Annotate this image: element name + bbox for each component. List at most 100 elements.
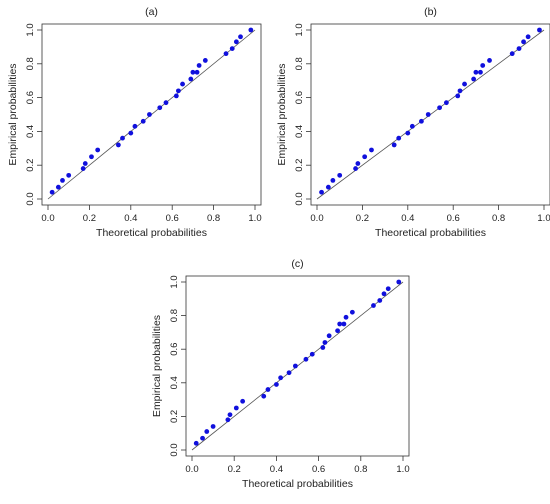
data-point [516,46,522,51]
x-tick-label: 1.0 [396,464,409,475]
y-tick-label: 0.6 [169,343,180,356]
x-tick-label: 0.2 [83,213,96,224]
y-tick-label: 1.0 [25,23,36,36]
data-point [115,142,121,148]
data-point [286,370,292,376]
y-tick-label: 0.4 [25,125,36,138]
data-point [525,34,531,40]
y-tick-label: 0.4 [294,125,305,138]
x-tick-label: 0.0 [41,213,54,224]
data-point [471,76,477,82]
y-tick-label: 0.0 [25,192,36,205]
x-axis-title: Theoretical probabilities [242,478,353,490]
data-point [157,105,163,111]
data-point [89,154,94,160]
data-point [240,398,246,404]
data-point [537,27,542,33]
y-tick-label: 0.0 [294,192,305,205]
x-axis-title: Theoretical probabilities [96,227,207,239]
panel-title: (c) [291,258,303,270]
data-point [132,123,138,129]
x-tick-label: 0.4 [401,213,414,224]
data-point [227,412,233,418]
data-point [55,184,61,190]
data-point [349,309,355,315]
x-tick-label: 0.6 [447,213,460,224]
y-axis-title: Empirical probabilities [276,63,288,165]
data-point [274,382,279,387]
data-point [233,405,239,411]
data-point [478,69,483,75]
data-point [353,166,358,171]
x-tick-label: 1.0 [248,213,261,224]
data-point [188,76,194,82]
data-point [303,356,309,362]
data-point [381,291,387,297]
data-point [330,178,336,183]
data-point [325,184,331,190]
data-point [409,123,415,129]
y-tick-label: 1.0 [169,275,180,288]
data-point [194,69,200,75]
data-point [176,88,181,94]
data-point [480,63,486,68]
data-point [319,189,324,195]
panel-title: (a) [145,6,158,18]
data-point [128,130,134,136]
data-point [223,51,229,57]
data-point [120,135,125,141]
y-tick-label: 0.8 [169,309,180,322]
data-point [473,69,479,75]
x-tick-label: 0.4 [124,213,137,224]
data-point [60,178,65,183]
data-point [425,112,431,117]
x-tick-label: 0.0 [185,464,198,475]
x-tick-label: 0.8 [207,213,220,224]
data-point [369,147,374,153]
y-tick-label: 0.8 [294,57,305,70]
panel-title: (b) [424,6,437,18]
data-point [343,314,349,320]
y-axis-title: Empirical probabilities [7,63,19,165]
pp-plot-panel-0: (a) 0.0 0.2 0.4 0.6 0.8 1.0 0.0 0.2 0.4 0.6 0.8 1.0 T… [7,6,262,239]
data-point [396,279,402,285]
data-point [210,424,216,429]
data-point [147,112,152,117]
data-point [355,161,361,166]
data-point [509,51,515,57]
pp-plot-panel-2: (c) 0.0 0.2 0.4 0.6 0.8 1.0 0.0 0.2 0.4 0.6 0.8 1.0 T… [151,258,410,490]
data-point [322,340,328,345]
data-point [95,147,101,153]
data-point [80,166,86,171]
y-tick-label: 0.2 [169,410,180,423]
data-point [196,63,202,68]
data-point [238,34,243,40]
data-point [66,172,72,178]
data-point [190,69,196,75]
x-tick-label: 0.8 [354,464,367,475]
data-point [163,100,169,106]
pp-plot-panel-1: (b) 0.0 0.2 0.4 0.6 0.8 1.0 0.0 0.2 0.4 0.6 0.8 1.0 T… [276,6,550,239]
data-point [278,375,284,381]
data-point [337,321,343,327]
x-tick-label: 0.6 [166,213,179,224]
data-point [455,93,461,99]
data-point [457,88,463,94]
y-tick-label: 0.4 [169,376,180,389]
data-point [335,328,340,334]
y-tick-label: 0.0 [169,443,180,456]
data-point [487,58,492,63]
data-point [229,46,235,51]
y-tick-label: 0.8 [25,57,36,70]
data-point [193,440,199,446]
data-point [385,286,391,292]
x-axis-title: Theoretical probabilities [375,227,486,239]
x-tick-label: 0.2 [228,464,241,475]
data-point [309,351,315,357]
data-point [261,393,267,399]
data-point [377,298,383,303]
data-point [320,345,326,350]
data-point [419,118,424,124]
y-tick-label: 0.2 [25,159,36,172]
